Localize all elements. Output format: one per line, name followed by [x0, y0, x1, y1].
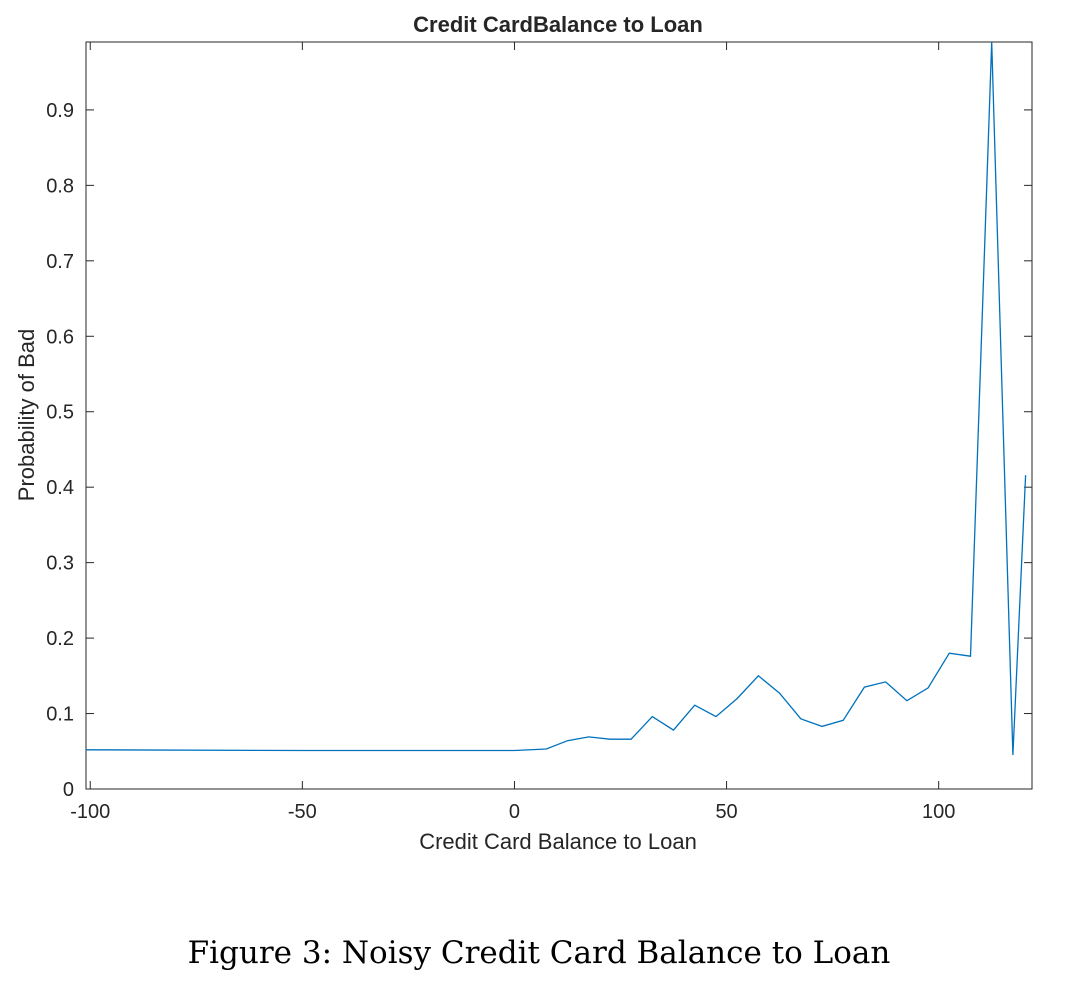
x-tick-label: -100	[70, 801, 110, 823]
series-line	[85, 41, 1027, 756]
y-axis-ticks: 0 0.1 0.2 0.3 0.4 0.5 0.6 0.7 0.8 0.9	[46, 100, 1032, 801]
y-tick-label: 0.2	[46, 628, 74, 650]
y-tick-label: 0.1	[46, 704, 74, 726]
x-tick-label: 50	[715, 801, 737, 823]
y-tick-label: 0.5	[46, 402, 74, 424]
y-tick-label: 0.3	[46, 553, 74, 575]
y-tick-label: 0.8	[46, 175, 74, 197]
x-axis-ticks: -100 -50 0 50 100	[70, 42, 955, 823]
y-tick-label: 0.7	[46, 251, 74, 273]
y-tick-label: 0	[63, 779, 74, 801]
figure-caption: Figure 3: Noisy Credit Card Balance to L…	[187, 935, 891, 971]
y-tick-label: 0.4	[46, 477, 74, 499]
x-tick-label: -50	[288, 801, 317, 823]
y-tick-label: 0.6	[46, 326, 74, 348]
plot-area-frame	[85, 41, 1033, 790]
x-tick-label: 100	[922, 801, 955, 823]
y-axis-label: Probability of Bad	[14, 329, 39, 501]
y-tick-label: 0.9	[46, 100, 74, 122]
chart-title: Credit CardBalance to Loan	[413, 12, 703, 37]
line-chart: Credit CardBalance to Loan 0 0.1 0.2 0.3 0.4…	[14, 12, 1033, 854]
x-tick-label: 0	[509, 801, 520, 823]
x-axis-label: Credit Card Balance to Loan	[419, 829, 697, 854]
